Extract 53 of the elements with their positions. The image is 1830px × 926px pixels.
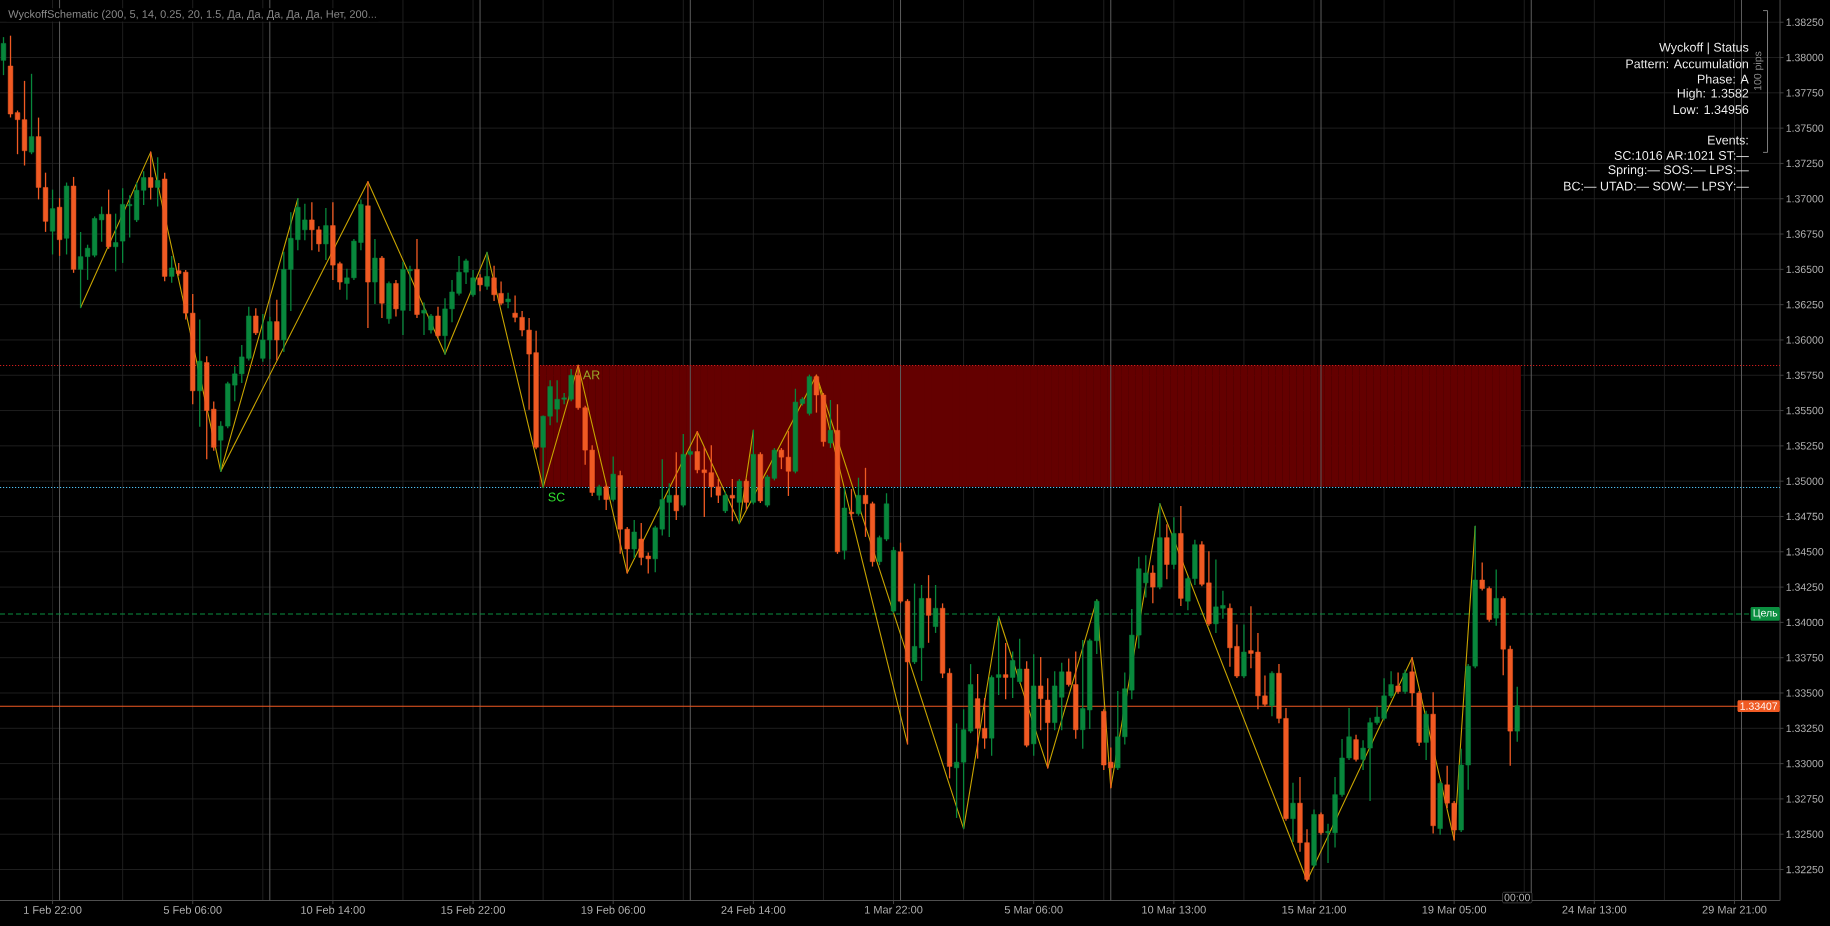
y-tick-label: 1.38000 bbox=[1786, 53, 1824, 62]
x-tick-label: 19 Feb 06:00 bbox=[581, 905, 646, 914]
annotation: SC:1016 AR:1021 ST:— bbox=[1614, 151, 1749, 160]
y-tick-label: 1.35750 bbox=[1786, 371, 1824, 379]
y-tick-label: 1.37750 bbox=[1786, 89, 1824, 97]
x-tick-label: 10 Mar 13:00 bbox=[1142, 905, 1206, 914]
y-tick-label: 1.37000 bbox=[1786, 195, 1824, 203]
annotation: Spring:— SOS:— LPS:— bbox=[1608, 164, 1749, 177]
annotation: 00:00 bbox=[1504, 893, 1530, 902]
x-tick-label: 19 Mar 05:00 bbox=[1422, 905, 1487, 914]
annotation: SC bbox=[548, 492, 565, 502]
y-tick-label: 1.34750 bbox=[1786, 512, 1824, 521]
x-tick-label: 1 Feb 22:00 bbox=[24, 905, 82, 914]
annotation: Wyckoff | Status bbox=[1659, 42, 1749, 55]
text: WyckoffSchematic (200, 5, 14, 0.25, 20, 1.5, Да, Да, Да, Да, Да, Нет, 200... bbox=[8, 9, 376, 21]
annotation: Pattern: Accumulation bbox=[1626, 59, 1748, 69]
y-tick-label: 1.35500 bbox=[1786, 406, 1824, 415]
y-tick-label: 1.36250 bbox=[1786, 300, 1824, 309]
x-tick-label: 29 Mar 21:00 bbox=[1702, 905, 1767, 914]
y-tick-label: 1.32250 bbox=[1786, 865, 1824, 874]
x-tick-label: 15 Mar 21:00 bbox=[1282, 905, 1346, 914]
x-tick-label: 15 Feb 22:00 bbox=[441, 905, 506, 914]
x-tick-label: 1 Mar 22:00 bbox=[865, 905, 923, 914]
y-tick-label: 1.32750 bbox=[1786, 795, 1824, 803]
y-tick-label: 1.36750 bbox=[1786, 230, 1824, 238]
y-tick-label: 1.33500 bbox=[1786, 689, 1824, 697]
x-tick-label: 10 Feb 14:00 bbox=[301, 905, 365, 914]
y-tick-label: 1.35000 bbox=[1786, 477, 1824, 485]
annotation: BC:— UTAD:— SOW:— LPSY:— bbox=[1564, 181, 1749, 191]
y-tick-label: 1.34000 bbox=[1786, 618, 1824, 627]
x-tick-label: 24 Mar 13:00 bbox=[1562, 905, 1627, 914]
y-tick-label: 1.34250 bbox=[1786, 583, 1824, 591]
x-tick-label: 5 Feb 06:00 bbox=[163, 905, 222, 914]
y-tick-label: 1.35250 bbox=[1786, 442, 1824, 450]
y-tick-label: 1.32500 bbox=[1786, 830, 1824, 838]
y-tick-label: 1.38250 bbox=[1786, 18, 1824, 26]
y-tick-label: 1.34500 bbox=[1786, 548, 1824, 556]
y-tick-label: 1.33000 bbox=[1786, 759, 1824, 768]
annotation: Low: 1.34956 bbox=[1673, 105, 1749, 115]
x-tick-label: 24 Feb 14:00 bbox=[721, 905, 786, 914]
y-tick-label: 1.33250 bbox=[1786, 724, 1824, 733]
y-tick-label: 1.33750 bbox=[1786, 653, 1824, 662]
ref-line-label: 1.33407 bbox=[1740, 702, 1778, 710]
y-tick-label: 1.36500 bbox=[1786, 265, 1824, 274]
annotation: High: 1.3582 bbox=[1677, 88, 1749, 101]
annotation: Events: bbox=[1708, 135, 1748, 145]
x-tick-label: 5 Mar 06:00 bbox=[1004, 905, 1063, 914]
annotation: 100 pips bbox=[1753, 51, 1764, 91]
y-tick-label: 1.37250 bbox=[1786, 159, 1824, 168]
annotation: Phase: A bbox=[1697, 74, 1749, 84]
y-tick-label: 1.36000 bbox=[1786, 336, 1824, 344]
ref-line-label: Цель bbox=[1753, 609, 1778, 619]
y-tick-label: 1.37500 bbox=[1786, 124, 1824, 132]
